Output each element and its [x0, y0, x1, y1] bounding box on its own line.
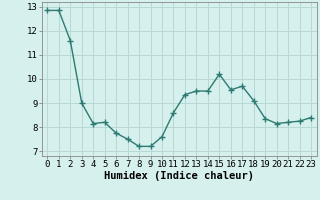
X-axis label: Humidex (Indice chaleur): Humidex (Indice chaleur)	[104, 171, 254, 181]
